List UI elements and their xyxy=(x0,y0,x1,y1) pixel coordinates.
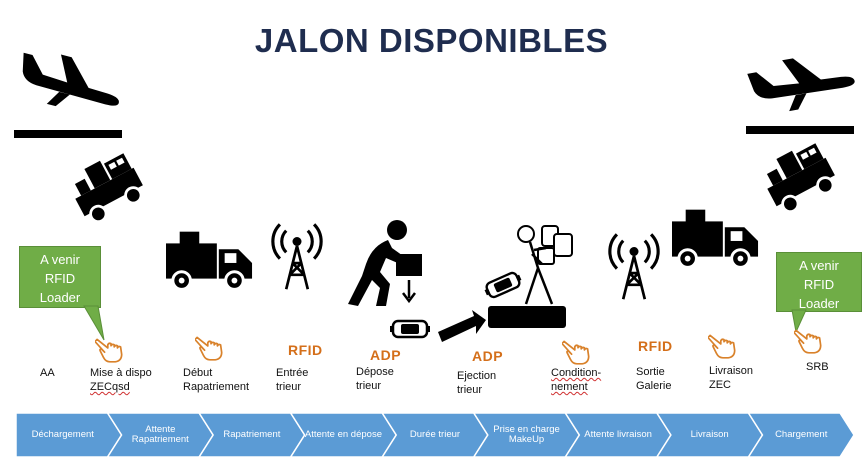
baggage-icon xyxy=(390,318,430,340)
milestone-ejection-trieur: Ejection trieur xyxy=(457,370,497,396)
process-step-label: Livraison xyxy=(690,429,729,440)
milestone-entree-trieur: Entrée trieur xyxy=(276,367,309,393)
tag-rfid-sortie: RFID xyxy=(638,338,673,354)
hand-pointer-icon xyxy=(562,337,594,365)
baggage-tractor-icon xyxy=(66,150,154,228)
milestone-mise-a-dispo: Mise à dispo ZECqsd xyxy=(90,367,152,393)
milestone-srb: SRB xyxy=(806,361,829,373)
hand-pointer-icon xyxy=(794,326,826,354)
worker-lifting-box-icon xyxy=(348,220,422,306)
milestone-depose-trieur: Dépose trieur xyxy=(356,366,394,392)
page-title: JALON DISPONIBLES xyxy=(254,22,609,59)
process-step-label: Durée trieur xyxy=(409,429,461,440)
plane-landing-icon xyxy=(14,48,124,138)
process-step-label: Attente Rapatriement xyxy=(131,424,189,445)
callout-tail xyxy=(791,309,807,334)
process-step-label: Prise en charge MakeUp xyxy=(493,424,560,445)
truck-icon xyxy=(672,206,760,272)
milestone-conditionnement: Condition- nement xyxy=(551,367,602,393)
process-step-label: Chargement xyxy=(775,429,828,440)
baggage-tractor-icon xyxy=(758,140,846,218)
milestone-livraison-zec: Livraison ZEC xyxy=(709,365,754,391)
milestone-sortie-galerie: Sortie Galerie xyxy=(636,366,672,392)
tag-rfid-entree: RFID xyxy=(288,342,323,358)
rfid-antenna-icon xyxy=(270,214,324,296)
truck-icon xyxy=(166,228,254,294)
process-step-label: Attente livraison xyxy=(584,429,652,440)
callout-rfid-loader-right: A venir RFID Loader xyxy=(776,252,862,312)
person-carrying-luggage-icon xyxy=(517,225,573,305)
tag-adp-depose: ADP xyxy=(370,347,402,363)
milestone-debut-rapatriement: Début Rapatriement xyxy=(183,367,250,393)
process-step-label: Déchargement xyxy=(31,429,94,440)
callout-rfid-loader-left: A venir RFID Loader xyxy=(19,246,101,308)
tag-adp-ejection: ADP xyxy=(472,348,504,364)
process-bar xyxy=(15,412,855,458)
process-step-chevron xyxy=(747,412,855,458)
rfid-antenna-icon xyxy=(607,224,661,306)
process-step-label: Rapatriement xyxy=(223,429,281,440)
process-step-label: Attente en dépose xyxy=(304,429,382,440)
milestone-aa: AA xyxy=(40,367,55,379)
callout-tail xyxy=(83,305,105,341)
conveyor-icon xyxy=(488,306,566,328)
hand-pointer-icon xyxy=(195,333,227,361)
adp-arrow-icon xyxy=(438,310,486,342)
plane-takeoff-icon xyxy=(746,48,856,134)
hand-pointer-icon xyxy=(708,331,740,359)
hand-pointer-icon xyxy=(95,335,127,363)
